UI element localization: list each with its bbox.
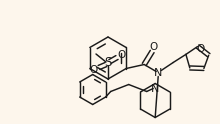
Text: O: O — [118, 50, 126, 60]
Text: S: S — [104, 57, 112, 69]
Text: O: O — [149, 43, 157, 52]
Text: O: O — [90, 65, 98, 75]
Text: N: N — [154, 67, 162, 78]
Text: O: O — [196, 44, 205, 54]
Text: N: N — [151, 83, 159, 93]
